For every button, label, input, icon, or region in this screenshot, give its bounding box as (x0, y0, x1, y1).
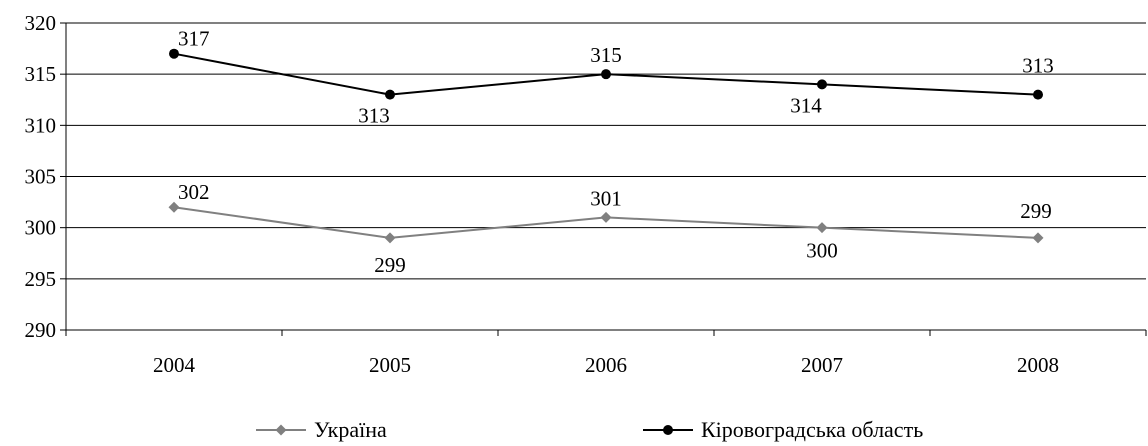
data-label-0-2006: 301 (590, 186, 622, 210)
data-label-1-2006: 315 (590, 43, 622, 67)
data-label-0-2005: 299 (374, 253, 406, 277)
y-tick-label-290: 290 (25, 318, 57, 342)
legend-label-0: Україна (314, 417, 387, 442)
x-tick-labels: 2004 2005 2006 2007 2008 (153, 353, 1059, 377)
series-layer (168, 48, 1044, 244)
y-tick-label-320: 320 (25, 11, 57, 35)
x-tick-label-2007: 2007 (801, 353, 843, 377)
legend-marker-0 (275, 424, 287, 436)
data-labels: 302 299 301 300 299 317 313 315 314 313 (178, 27, 1054, 277)
y-tick-label-295: 295 (25, 267, 57, 291)
series-0-point-2004 (168, 201, 180, 213)
data-label-0-2008: 299 (1020, 199, 1052, 223)
y-tick-labels: 290 295 300 305 310 315 320 (25, 11, 57, 342)
data-label-0-2004: 302 (178, 180, 210, 204)
y-tick-label-305: 305 (25, 165, 57, 189)
x-tick-label-2004: 2004 (153, 353, 196, 377)
legend-marker-1 (663, 425, 673, 435)
data-label-1-2004: 317 (178, 27, 210, 51)
series-1-point-2008 (1033, 89, 1043, 100)
series-1-point-2004 (169, 48, 179, 59)
data-label-1-2005: 313 (358, 104, 390, 128)
series-1-point-2006 (601, 69, 611, 80)
y-tick-label-310: 310 (25, 113, 57, 137)
x-tick-label-2006: 2006 (585, 353, 627, 377)
series-0-point-2005 (384, 232, 396, 244)
series-1-point-2007 (817, 79, 827, 90)
data-label-0-2007: 300 (806, 239, 838, 263)
legend-label-1: Кіровоградська область (701, 417, 923, 442)
x-tick-label-2005: 2005 (369, 353, 411, 377)
axes (60, 22, 1147, 336)
series-0-point-2006 (600, 211, 612, 223)
y-tick-label-300: 300 (25, 216, 57, 240)
data-label-1-2007: 314 (790, 93, 822, 117)
series-1-point-2005 (385, 89, 395, 100)
data-label-1-2008: 313 (1022, 54, 1054, 78)
x-tick-label-2008: 2008 (1017, 353, 1059, 377)
legend: Україна Кіровоградська область (256, 417, 923, 442)
series-0-point-2008 (1032, 232, 1044, 244)
series-0-point-2007 (816, 222, 828, 234)
y-tick-label-315: 315 (25, 62, 57, 86)
